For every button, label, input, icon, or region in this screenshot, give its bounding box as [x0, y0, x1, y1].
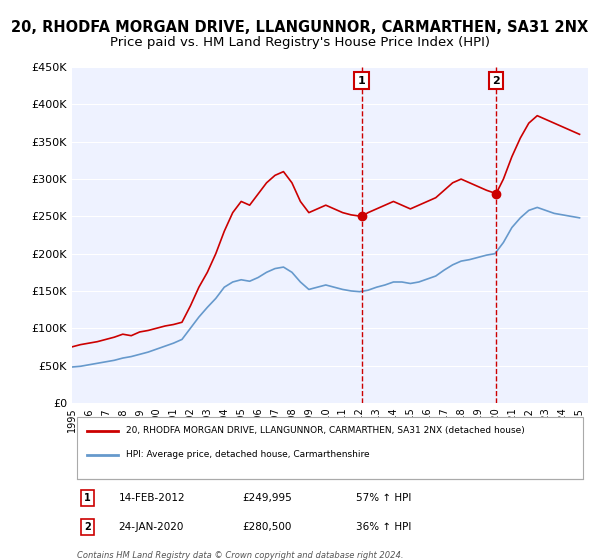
Text: 24-JAN-2020: 24-JAN-2020	[118, 522, 184, 533]
Text: 2: 2	[84, 522, 91, 533]
Text: 57% ↑ HPI: 57% ↑ HPI	[356, 493, 411, 503]
Text: Price paid vs. HM Land Registry's House Price Index (HPI): Price paid vs. HM Land Registry's House …	[110, 36, 490, 49]
Text: 2: 2	[492, 76, 500, 86]
Text: HPI: Average price, detached house, Carmarthenshire: HPI: Average price, detached house, Carm…	[126, 450, 370, 459]
Text: 1: 1	[84, 493, 91, 503]
Text: 36% ↑ HPI: 36% ↑ HPI	[356, 522, 411, 533]
Text: 1: 1	[358, 76, 365, 86]
Text: 20, RHODFA MORGAN DRIVE, LLANGUNNOR, CARMARTHEN, SA31 2NX (detached house): 20, RHODFA MORGAN DRIVE, LLANGUNNOR, CAR…	[126, 426, 525, 435]
Text: 20, RHODFA MORGAN DRIVE, LLANGUNNOR, CARMARTHEN, SA31 2NX: 20, RHODFA MORGAN DRIVE, LLANGUNNOR, CAR…	[11, 20, 589, 35]
Text: 14-FEB-2012: 14-FEB-2012	[118, 493, 185, 503]
Text: Contains HM Land Registry data © Crown copyright and database right 2024.
This d: Contains HM Land Registry data © Crown c…	[77, 552, 404, 560]
Text: £280,500: £280,500	[242, 522, 292, 533]
Text: £249,995: £249,995	[242, 493, 292, 503]
FancyBboxPatch shape	[77, 417, 583, 479]
